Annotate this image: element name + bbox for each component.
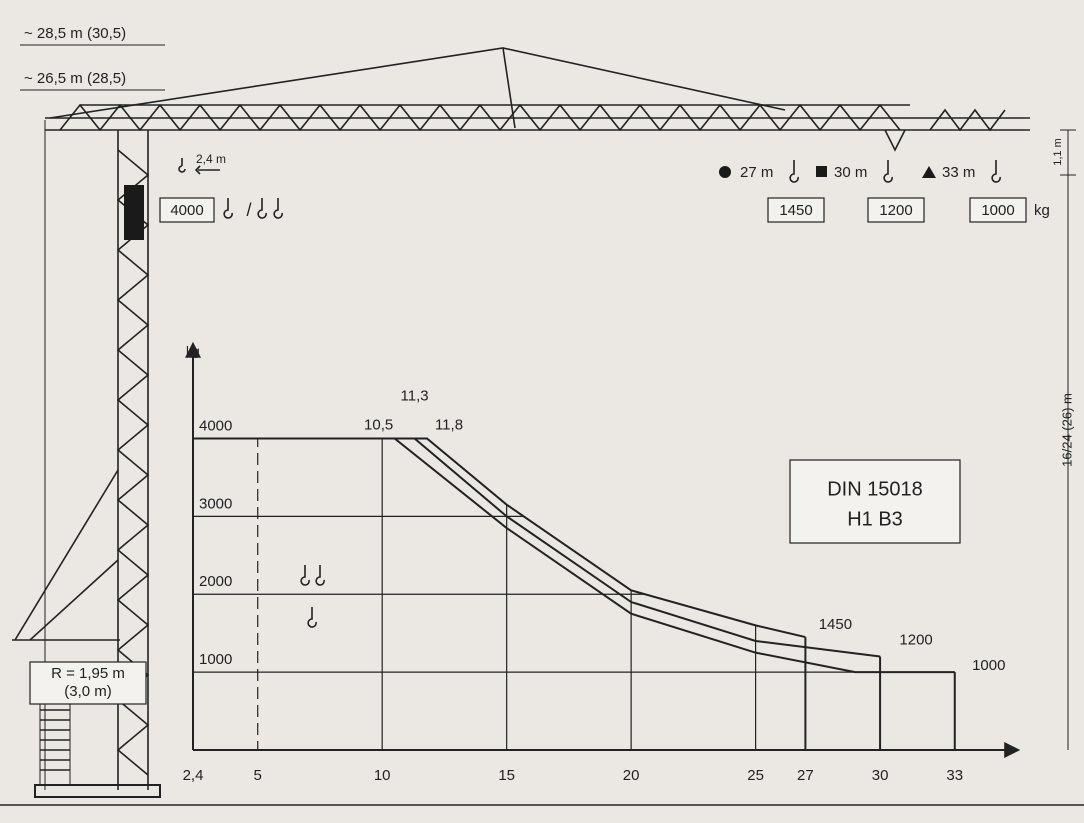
tip-load: 1000 [981,202,1014,219]
x-tick-label: 20 [623,767,640,784]
offset-label: 2,4 m [196,152,226,166]
load-unit: kg [1034,202,1050,219]
y-tick-label: 1000 [199,651,232,668]
radius: (3,0 m) [64,683,112,700]
x-tick-label: 10 [374,767,391,784]
annotation: 1000 [972,657,1005,674]
annotation: 11,3 [401,387,429,404]
x-tick-label: 15 [498,767,515,784]
tip-load: 1200 [879,202,912,219]
x-tick-label: 27 [797,767,814,784]
height-label: ~ 28,5 m (30,5) [24,25,126,42]
jib-length: 33 m [942,164,975,181]
load-chart: 1000 2000 3000 4000 2,4 5 10 15 20 25 27 30 33 10,5 11… [183,341,1021,784]
x-tick-label: 2,4 [183,767,204,784]
annotation: 1450 [819,616,852,633]
annotation: 10,5 [364,416,393,433]
height-label: ~ 26,5 m (28,5) [24,70,126,87]
tip-load: 1450 [779,202,812,219]
load-curve [193,437,806,639]
load-curve [193,437,955,674]
max-load: 4000 [170,202,203,219]
radius: R = 1,95 m [51,665,125,682]
hook-height: 1,1 m [1052,138,1064,166]
y-tick-label: 3000 [199,495,232,512]
standard: DIN 15018 [827,478,923,500]
class: H1 B3 [847,508,903,530]
annotation: 11,8 [435,416,463,433]
y-tick-label: 2000 [199,573,232,590]
grid [193,438,955,750]
y-tick-label: 4000 [199,417,232,434]
x-tick-label: 5 [254,767,262,784]
jib-length: 30 m [834,164,867,181]
separator: / [246,200,251,220]
jib-length: 27 m [740,164,773,181]
tower-height: 16/24 (26) m [1059,393,1074,467]
x-tick-label: 25 [747,767,764,784]
x-tick-label: 33 [946,767,963,784]
annotation: 1200 [899,632,932,649]
x-tick-label: 30 [872,767,889,784]
crane [0,44,1084,806]
